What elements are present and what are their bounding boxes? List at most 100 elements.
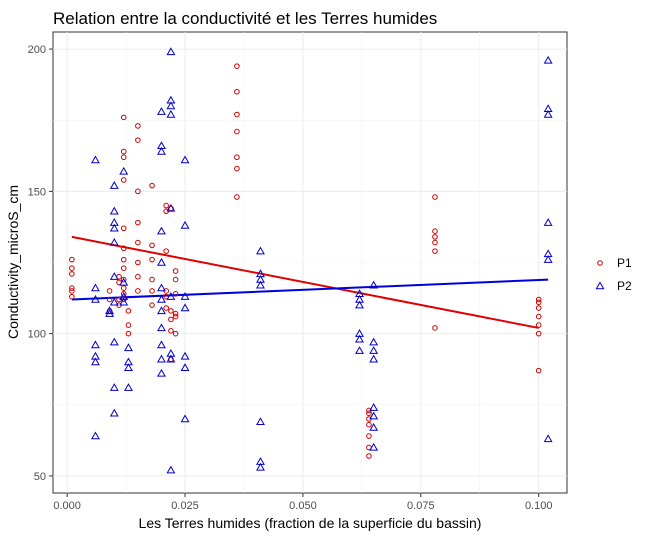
p1-point — [432, 194, 438, 200]
p2-point — [369, 411, 379, 420]
p1-point — [120, 177, 127, 183]
p2-point — [119, 277, 129, 286]
p1-point — [135, 288, 141, 294]
p1-point — [234, 165, 240, 172]
p2-point — [109, 383, 119, 391]
p1-point — [234, 154, 240, 161]
p2-point — [105, 306, 115, 315]
p2-point — [256, 280, 265, 289]
p2-point — [256, 246, 265, 255]
legend: P1 P2 — [595, 256, 632, 293]
p1-point — [135, 259, 141, 266]
p2-point — [369, 403, 379, 411]
p1-legend-label: P1 — [617, 256, 632, 270]
p2-point — [156, 107, 166, 115]
y-tick-label: 50 — [34, 471, 46, 483]
y-tick-label: 200 — [28, 44, 46, 56]
p2-point — [119, 166, 129, 175]
p1-point — [172, 276, 179, 283]
p1-point — [168, 327, 174, 334]
p1-point — [432, 228, 438, 234]
p1-point — [535, 322, 542, 328]
p2-point — [543, 255, 553, 263]
x-tick-label: 0.025 — [171, 500, 199, 512]
p1-point — [172, 310, 179, 317]
p1-point — [69, 285, 75, 291]
grid-layer — [53, 32, 567, 493]
p1-point — [135, 188, 141, 195]
p2-point — [369, 422, 379, 431]
p1-point — [69, 293, 75, 300]
p1-fit-line — [71, 235, 539, 329]
p1-point — [69, 265, 75, 271]
p2-point — [109, 297, 119, 306]
y-tick-label: 100 — [28, 329, 46, 341]
x-tick-label: 0.000 — [53, 500, 81, 512]
p1-point — [172, 313, 179, 320]
p2-point — [123, 363, 133, 371]
fit-lines — [71, 235, 549, 329]
p2-point — [166, 109, 176, 118]
p1-point — [163, 202, 169, 209]
p1-point — [168, 316, 174, 323]
p1-point — [69, 271, 75, 277]
p2-point — [355, 300, 364, 309]
p2-point — [90, 283, 100, 292]
p2-point — [166, 47, 176, 56]
p2-point — [369, 354, 379, 363]
p1-point — [69, 288, 75, 294]
data-points — [69, 47, 553, 474]
p2-point — [156, 257, 166, 266]
p2-point — [156, 294, 166, 303]
p1-point — [120, 291, 127, 297]
p2-point — [156, 226, 166, 235]
p1-point — [172, 330, 179, 337]
x-tick-label: 0.100 — [525, 500, 553, 512]
p1-point — [120, 148, 127, 155]
p2-point — [119, 297, 129, 306]
p2-point — [369, 346, 379, 354]
p2-point — [180, 303, 190, 312]
p1-point — [69, 256, 75, 263]
p1-point — [535, 330, 542, 337]
p2-point — [369, 337, 379, 346]
p1-point — [149, 288, 155, 294]
p1-point — [172, 268, 179, 274]
p2-point — [109, 337, 119, 346]
p1-point — [120, 114, 127, 121]
p2-point — [180, 351, 190, 360]
p1-point — [366, 453, 372, 459]
p2-point — [369, 442, 379, 451]
p1-point — [366, 433, 372, 439]
p1-point — [125, 308, 132, 314]
p2-point — [166, 354, 176, 363]
p1-point — [535, 367, 542, 374]
p2-point — [123, 383, 133, 391]
p1-point — [125, 322, 132, 328]
p2-point — [180, 220, 190, 229]
y-axis-title: Conductivity_microS_cm — [5, 185, 21, 339]
p1-point — [149, 182, 155, 189]
p2-point — [109, 181, 119, 189]
p2-point — [109, 223, 119, 232]
p2-point — [90, 357, 100, 366]
p1-point — [125, 330, 132, 337]
p2-point — [156, 283, 166, 292]
p2-point — [543, 55, 553, 64]
p1-point — [535, 305, 542, 311]
p1-point — [120, 276, 127, 283]
p1-point — [172, 291, 179, 297]
p1-point — [135, 273, 141, 280]
p2-legend-label: P2 — [617, 279, 632, 293]
p2-point — [90, 155, 100, 164]
x-tick-label: 0.075 — [407, 500, 435, 512]
p2-point — [256, 417, 265, 426]
p1-point — [535, 299, 542, 306]
p2-point — [156, 354, 166, 363]
axis-ticks: 0.000 0.025 0.050 0.075 0.100 50 100 150 200 — [28, 44, 553, 512]
p1-point — [432, 325, 438, 331]
p1-point — [535, 296, 542, 303]
p1-point — [432, 234, 438, 240]
p2-point — [109, 272, 119, 280]
